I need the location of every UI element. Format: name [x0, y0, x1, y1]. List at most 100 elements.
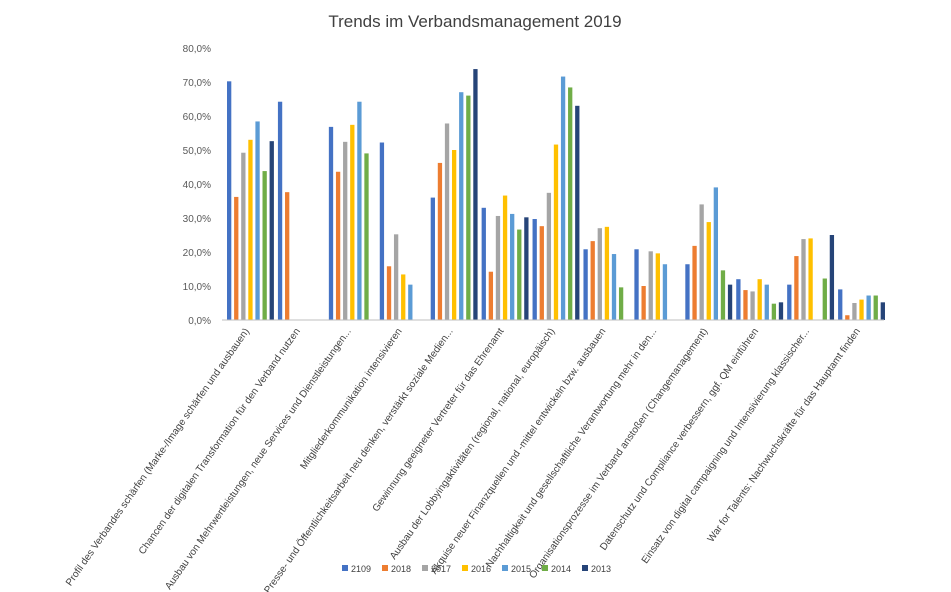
bar-2017-4 — [393, 234, 399, 320]
legend-label: 2016 — [471, 564, 491, 574]
bar-2017-6 — [495, 215, 501, 320]
bar-2015-11 — [764, 284, 769, 320]
bar-2013-11 — [778, 302, 784, 320]
bar-2109-6 — [481, 207, 486, 320]
bar-2018-13 — [845, 315, 850, 320]
legend-swatch — [422, 565, 428, 571]
bar-2016-8 — [604, 226, 610, 320]
bar-2015-9 — [662, 264, 668, 320]
legend: 2109 2018 2017 2016 2015 2014 2013 — [342, 564, 611, 574]
bar-2014-8 — [618, 287, 624, 320]
bar-2016-12 — [808, 238, 813, 320]
chart-title: Trends im Verbandsmanagement 2019 — [328, 12, 621, 31]
bar-2014-11 — [771, 303, 777, 320]
bar-2016-10 — [706, 222, 711, 320]
legend-label: 2013 — [591, 564, 611, 574]
bar-2014-10 — [720, 270, 726, 320]
bar-2015-4 — [408, 284, 413, 320]
bar-2018-9 — [641, 286, 646, 320]
legend-swatch — [342, 565, 348, 571]
y-tick-label: 70,0% — [183, 78, 211, 89]
legend-item: 2018 — [382, 564, 411, 574]
bar-2014-12 — [822, 278, 827, 320]
y-tick-label: 0,0% — [188, 316, 211, 327]
bars — [227, 69, 885, 320]
legend-item: 2014 — [542, 564, 571, 574]
bar-2015-1 — [255, 121, 260, 320]
bar-2017-8 — [597, 228, 602, 320]
bar-2017-7 — [546, 192, 552, 320]
bar-2013-7 — [575, 105, 580, 320]
legend-item: 2109 — [342, 564, 371, 574]
y-tick-label: 10,0% — [183, 282, 211, 293]
bar-2109-9 — [634, 249, 639, 320]
category-label: Akquise neuer Finanzquellen und -mittel … — [429, 326, 609, 576]
bar-2015-7 — [560, 76, 566, 320]
bar-2018-1 — [234, 196, 239, 320]
bar-2014-1 — [262, 171, 267, 320]
bar-2015-8 — [611, 254, 617, 320]
legend-item: 2015 — [502, 564, 531, 574]
bar-2016-6 — [502, 195, 508, 320]
y-axis-ticks: 0,0% 10,0% 20,0% 30,0% 40,0% 50,0% 60,0% 70,0% 8… — [183, 44, 211, 327]
bar-2016-13 — [859, 299, 864, 320]
bar-2109-11 — [736, 279, 741, 320]
bar-2018-2 — [285, 192, 290, 320]
bar-2015-6 — [510, 213, 515, 320]
category-label: Mitgliederkommunikation intensivieren — [298, 326, 404, 471]
bar-2013-5 — [473, 69, 478, 320]
legend-label: 2109 — [351, 564, 371, 574]
bar-2018-12 — [794, 256, 799, 320]
legend-label: 2017 — [431, 564, 451, 574]
bar-2014-5 — [466, 95, 471, 320]
bar-2017-5 — [444, 123, 450, 320]
bar-2109-13 — [838, 289, 843, 320]
bar-2018-11 — [743, 290, 748, 320]
bar-2018-5 — [437, 162, 443, 320]
bar-2014-7 — [568, 87, 573, 320]
bar-2015-5 — [459, 92, 464, 320]
bar-2016-9 — [655, 253, 660, 320]
bar-2015-10 — [713, 187, 719, 320]
legend-item: 2016 — [462, 564, 491, 574]
category-label: Presse- und Öffentlichkeitsarbeit neu de… — [262, 326, 456, 592]
bar-2016-11 — [757, 279, 762, 320]
bar-2013-12 — [829, 235, 835, 320]
bar-2015-13 — [866, 295, 871, 320]
bar-2109-2 — [277, 101, 283, 320]
bar-2013-10 — [727, 284, 733, 320]
legend-swatch — [462, 565, 468, 571]
bar-2109-7 — [532, 219, 537, 320]
legend-swatch — [382, 565, 388, 571]
legend-swatch — [502, 565, 508, 571]
bar-2018-6 — [488, 271, 494, 320]
legend-label: 2015 — [511, 564, 531, 574]
bar-2016-3 — [350, 124, 355, 320]
bar-2109-4 — [379, 142, 385, 320]
bar-2013-13 — [880, 302, 885, 320]
legend-swatch — [542, 565, 548, 571]
bar-2109-8 — [583, 249, 588, 320]
legend-swatch — [582, 565, 588, 571]
bar-2017-1 — [241, 152, 246, 320]
bar-2016-5 — [451, 150, 457, 320]
bar-2017-9 — [648, 251, 653, 320]
legend-label: 2018 — [391, 564, 411, 574]
y-tick-label: 20,0% — [183, 248, 211, 259]
bar-2017-13 — [852, 303, 857, 320]
bar-2017-11 — [750, 291, 755, 320]
bar-2018-4 — [386, 266, 392, 320]
category-label: Ausbau von Mehrwertleistungen, neue Serv… — [163, 326, 353, 591]
bar-2016-7 — [553, 144, 559, 320]
category-label: Organisationsprozesse im Verband anstoße… — [527, 326, 710, 580]
category-label: Profil des Verbandes schärfen (Marke-/Im… — [64, 326, 252, 588]
y-tick-label: 60,0% — [183, 112, 211, 123]
legend-item: 2013 — [582, 564, 611, 574]
bar-2014-13 — [873, 295, 878, 320]
bar-2015-3 — [357, 101, 362, 320]
bar-2017-10 — [699, 204, 704, 320]
bar-2016-4 — [401, 274, 406, 320]
bar-2109-1 — [227, 81, 232, 320]
y-tick-label: 30,0% — [183, 214, 211, 225]
